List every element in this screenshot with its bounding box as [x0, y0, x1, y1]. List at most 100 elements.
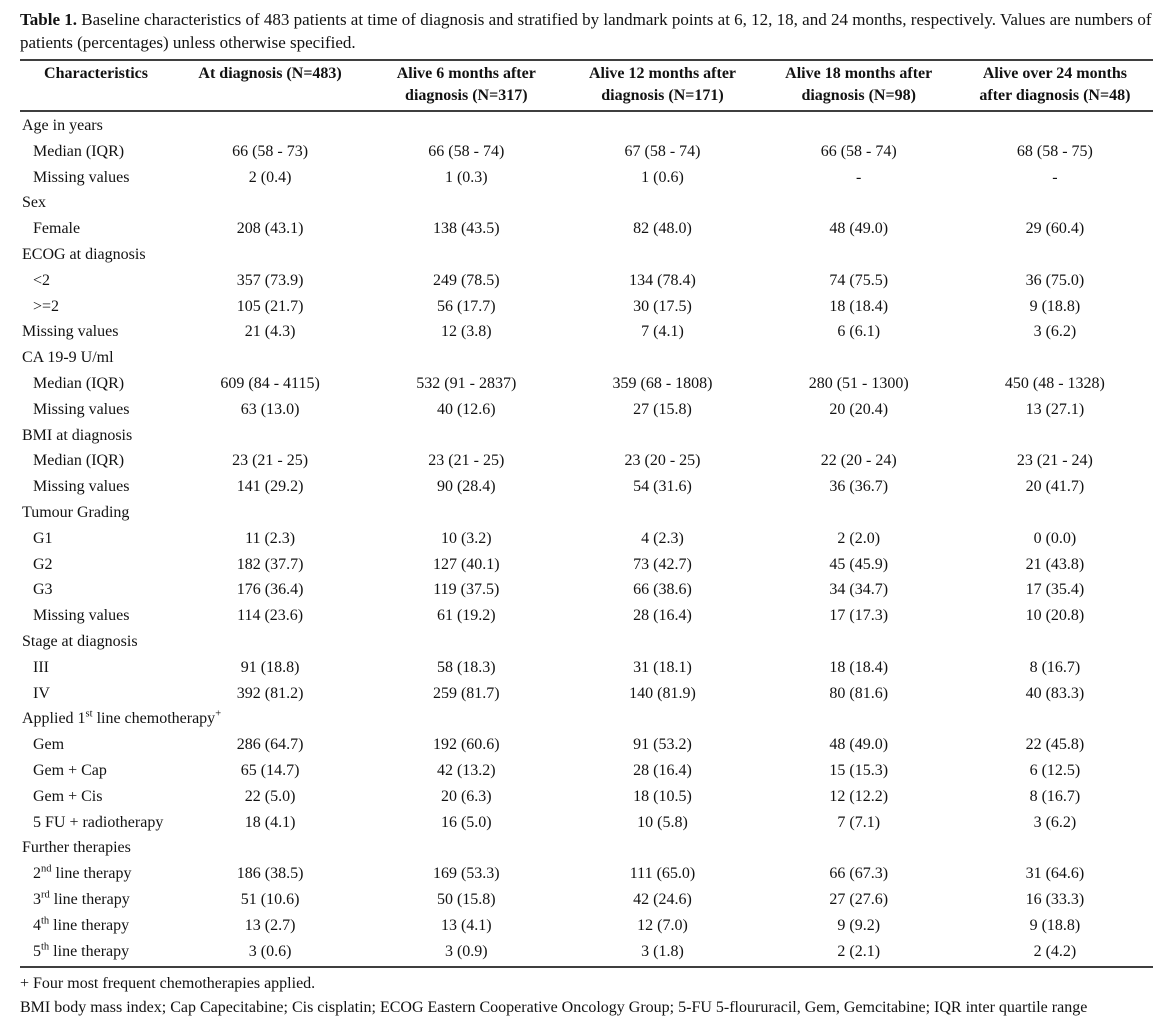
table-row: Median (IQR) 609 (84 - 4115) 532 (91 - 283…: [20, 371, 1153, 397]
data-cell: 31 (18.1): [633, 658, 692, 676]
data-cell: 50 (15.8): [436, 890, 496, 908]
data-cell: 90 (28.4): [436, 478, 496, 496]
data-cell: 54 (31.6): [633, 478, 692, 496]
row-label: 5 FU + radiotherapy: [33, 813, 164, 831]
row-label: Stage at diagnosis: [22, 632, 138, 650]
data-cell: [172, 242, 368, 268]
data-cell: [368, 500, 564, 526]
data-cell: [957, 345, 1153, 371]
data-cell: 450 (48 - 1328): [1004, 374, 1105, 392]
row-label: >=2: [33, 297, 60, 315]
data-cell: 18 (18.4): [829, 297, 889, 315]
data-cell: 23 (21 - 25): [428, 452, 505, 470]
data-cell: 23 (20 - 25): [624, 452, 701, 470]
table-row: G2 182 (37.7) 127 (40.1) 73 (42.7) 45 (45.9)…: [20, 552, 1153, 578]
data-cell: 3 (6.2): [1033, 813, 1077, 831]
data-cell: 7 (7.1): [837, 813, 881, 831]
data-cell: 9 (9.2): [837, 916, 881, 934]
data-cell: [564, 835, 760, 861]
row-label: III: [33, 658, 49, 676]
data-cell: 13 (2.7): [244, 916, 296, 934]
table-caption-label: Table 1.: [20, 10, 78, 29]
table-row: 5th line therapy 3 (0.6) 3 (0.9) 3 (1.8) 2 (…: [20, 939, 1153, 965]
data-cell: 61 (19.2): [436, 607, 496, 625]
row-label: ECOG at diagnosis: [22, 245, 146, 263]
data-cell: [761, 423, 957, 449]
data-cell: 280 (51 - 1300): [808, 374, 909, 392]
data-cell: 23 (21 - 24): [1016, 452, 1093, 470]
data-cell: [172, 500, 368, 526]
data-cell: 1 (0.3): [444, 168, 488, 186]
table-header-row: Characteristics At diagnosis (N=483) Alive…: [20, 61, 1153, 112]
data-cell: 27 (15.8): [633, 400, 692, 418]
data-cell: 45 (45.9): [829, 555, 889, 573]
section-row: Tumour Grading: [20, 500, 1153, 526]
data-cell: 134 (78.4): [629, 271, 696, 289]
data-cell: 259 (81.7): [432, 684, 500, 702]
data-cell: 29 (60.4): [1025, 220, 1085, 238]
row-label: CA 19-9 U/ml: [22, 349, 114, 367]
section-row: CA 19-9 U/ml: [20, 345, 1153, 371]
table-body: Age in years Median (IQR) 66 (58 - 73) 66 (…: [20, 112, 1153, 966]
table-row: G3 176 (36.4) 119 (37.5) 66 (38.6) 34 (34.7)…: [20, 577, 1153, 603]
row-label: BMI at diagnosis: [22, 426, 133, 444]
table-row: Missing values 2 (0.4) 1 (0.3) 1 (0.6) - -: [20, 165, 1153, 191]
data-cell: 111 (65.0): [629, 865, 696, 883]
data-cell: 13 (4.1): [440, 916, 492, 934]
data-cell: 48 (49.0): [829, 736, 889, 754]
data-cell: [368, 190, 564, 216]
data-cell: [564, 190, 760, 216]
data-cell: 9 (18.8): [1029, 297, 1081, 315]
data-cell: 10 (3.2): [440, 529, 492, 547]
data-cell: [761, 113, 957, 139]
baseline-characteristics-table: Characteristics At diagnosis (N=483) Alive…: [20, 59, 1153, 969]
data-cell: 3 (0.9): [444, 942, 488, 960]
row-label: 5th line therapy: [33, 941, 130, 960]
data-cell: 66 (38.6): [633, 581, 692, 599]
section-row: Applied 1st line chemotherapy+: [20, 706, 1153, 732]
section-row: Sex: [20, 190, 1153, 216]
data-cell: 9 (18.8): [1029, 916, 1081, 934]
row-label: Missing values: [33, 607, 130, 625]
data-cell: 16 (5.0): [440, 813, 492, 831]
data-cell: [564, 113, 760, 139]
section-row: BMI at diagnosis: [20, 423, 1153, 449]
table-row: >=2 105 (21.7) 56 (17.7) 30 (17.5) 18 (18.4)…: [20, 294, 1153, 320]
table-row: <2 357 (73.9) 249 (78.5) 134 (78.4) 74 (75.5…: [20, 268, 1153, 294]
data-cell: 73 (42.7): [633, 555, 692, 573]
data-cell: 66 (58 - 74): [428, 142, 505, 160]
row-label: Gem: [33, 736, 65, 754]
data-cell: 48 (49.0): [829, 220, 889, 238]
data-cell: 63 (13.0): [240, 400, 300, 418]
data-cell: 65 (14.7): [240, 761, 300, 779]
data-cell: 20 (6.3): [440, 787, 492, 805]
data-cell: 40 (83.3): [1025, 684, 1085, 702]
data-cell: 34 (34.7): [829, 581, 889, 599]
row-label: Further therapies: [22, 839, 131, 857]
data-cell: 357 (73.9): [236, 271, 304, 289]
table-row: Missing values 114 (23.6) 61 (19.2) 28 (16.…: [20, 603, 1153, 629]
row-label: <2: [33, 271, 51, 289]
data-cell: [957, 190, 1153, 216]
data-cell: 23 (21 - 25): [232, 452, 309, 470]
data-cell: 127 (40.1): [432, 555, 500, 573]
data-cell: 16 (33.3): [1025, 890, 1085, 908]
data-cell: 192 (60.6): [432, 736, 500, 754]
table-row: 4th line therapy 13 (2.7) 13 (4.1) 12 (7.0)…: [20, 913, 1153, 939]
data-cell: [172, 190, 368, 216]
row-label: G1: [33, 529, 53, 547]
row-label: Female: [33, 220, 81, 238]
data-cell: [761, 706, 957, 732]
data-cell: 3 (0.6): [248, 942, 292, 960]
table-row: Gem + Cap 65 (14.7) 42 (13.2) 28 (16.4) 15 (…: [20, 758, 1153, 784]
row-label: Median (IQR): [33, 452, 125, 470]
data-cell: 22 (5.0): [244, 787, 296, 805]
data-cell: 10 (20.8): [1025, 607, 1085, 625]
data-cell: [957, 706, 1153, 732]
data-cell: 20 (20.4): [829, 400, 889, 418]
data-cell: 6 (6.1): [837, 323, 881, 341]
row-label: Age in years: [22, 117, 103, 134]
data-cell: 3 (6.2): [1033, 323, 1077, 341]
data-cell: 249 (78.5): [432, 271, 500, 289]
row-label: Gem + Cap: [33, 761, 107, 779]
